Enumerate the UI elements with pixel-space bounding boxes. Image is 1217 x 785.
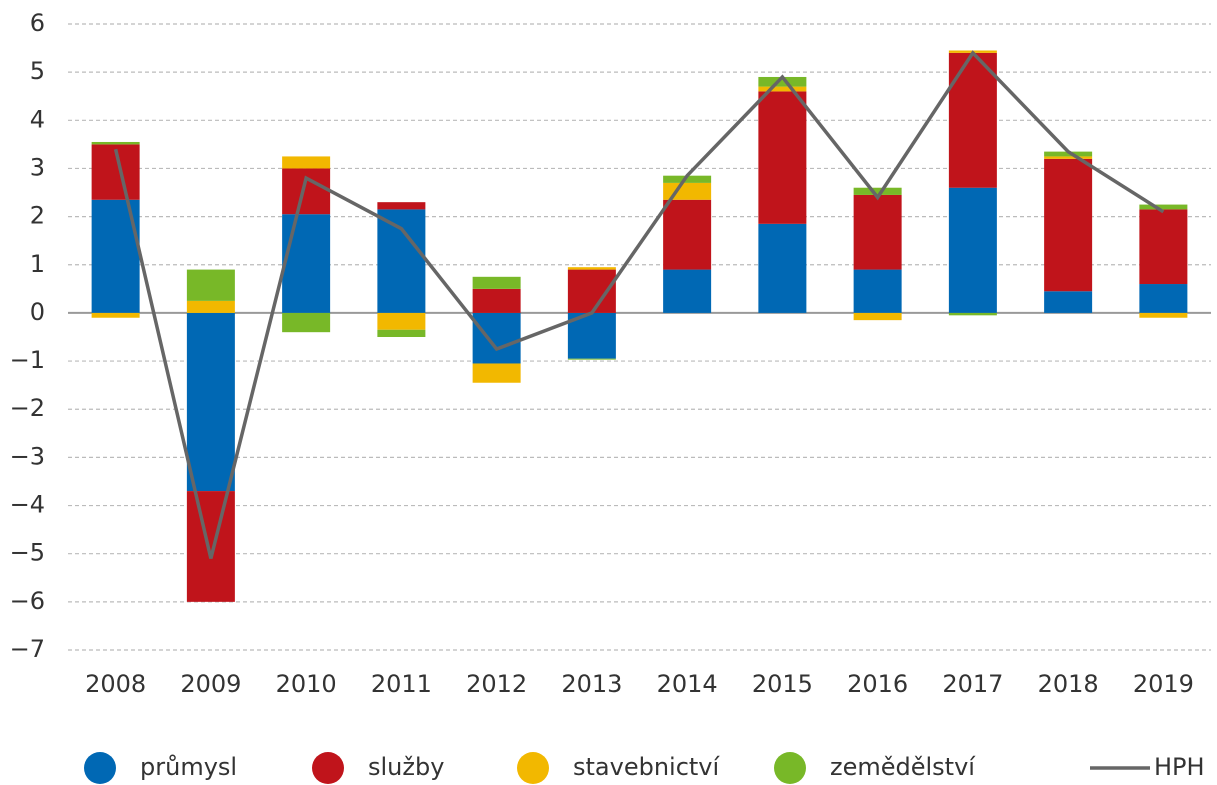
bar: [853, 194, 902, 270]
bar: [758, 91, 807, 224]
bar: [948, 187, 997, 313]
bar: [377, 209, 426, 313]
x-tick-label: 2014: [657, 670, 718, 698]
y-tick-label: 6: [30, 9, 45, 37]
legend-label: stavebnictví: [573, 753, 721, 781]
x-tick-label: 2011: [371, 670, 432, 698]
bar: [377, 202, 426, 210]
bar: [853, 269, 902, 313]
bar: [472, 276, 521, 289]
bar: [282, 312, 331, 333]
bar: [853, 312, 902, 321]
legend-label: průmysl: [140, 753, 237, 781]
bar: [948, 312, 997, 316]
bar: [1044, 156, 1093, 159]
x-tick-label: 2015: [752, 670, 813, 698]
y-tick-label: −3: [10, 442, 45, 470]
bar: [1044, 158, 1093, 292]
legend-label: zemědělství: [830, 753, 976, 781]
y-tick-label: 5: [30, 57, 45, 85]
bar: [91, 141, 140, 145]
y-tick-label: 0: [30, 298, 45, 326]
bar: [186, 300, 235, 313]
x-tick-label: 2012: [466, 670, 527, 698]
y-tick-label: −6: [10, 587, 45, 615]
bar: [186, 491, 235, 602]
y-tick-label: 2: [30, 202, 45, 230]
x-tick-label: 2017: [942, 670, 1003, 698]
legend-marker: [84, 752, 116, 784]
legend-marker: [312, 752, 344, 784]
x-tick-label: 2010: [276, 670, 337, 698]
bar: [1139, 209, 1188, 285]
y-tick-label: −4: [10, 491, 45, 519]
bar: [567, 267, 616, 270]
y-tick-label: 1: [30, 250, 45, 278]
bar: [758, 86, 807, 92]
bar: [186, 312, 235, 492]
bar: [758, 76, 807, 87]
bar: [663, 175, 712, 183]
x-tick-label: 2008: [85, 670, 146, 698]
bar: [758, 223, 807, 313]
bar: [282, 156, 331, 169]
bar: [1139, 284, 1188, 313]
legend-label: služby: [368, 753, 444, 781]
y-tick-label: −5: [10, 539, 45, 567]
x-tick-label: 2019: [1133, 670, 1194, 698]
bar: [472, 288, 521, 313]
bar: [1044, 151, 1093, 157]
x-tick-label: 2016: [847, 670, 908, 698]
y-tick-label: −7: [10, 635, 45, 663]
line: [113, 50, 1165, 559]
y-tick-label: −1: [10, 346, 45, 374]
y-tick-label: 4: [30, 105, 45, 133]
x-tick-label: 2009: [180, 670, 241, 698]
legend-marker: [517, 752, 549, 784]
bar: [663, 269, 712, 313]
bar: [377, 329, 426, 337]
bar: [853, 187, 902, 195]
bar: [282, 214, 331, 313]
bar: [948, 52, 997, 188]
bar: [1139, 204, 1188, 210]
y-tick-label: 3: [30, 153, 45, 181]
bar: [282, 168, 331, 215]
legend-marker: [774, 752, 806, 784]
x-tick-label: 2018: [1038, 670, 1099, 698]
y-tick-label: −2: [10, 394, 45, 422]
bar: [1044, 291, 1093, 313]
bar: [1139, 312, 1188, 318]
bar: [186, 269, 235, 301]
x-tick-label: 2013: [561, 670, 622, 698]
bar: [91, 312, 140, 318]
bar: [663, 199, 712, 270]
bar: [567, 358, 616, 360]
bar: [472, 363, 521, 383]
bar: [472, 312, 521, 364]
bar: [377, 312, 426, 330]
legend-label: HPH: [1154, 753, 1205, 781]
